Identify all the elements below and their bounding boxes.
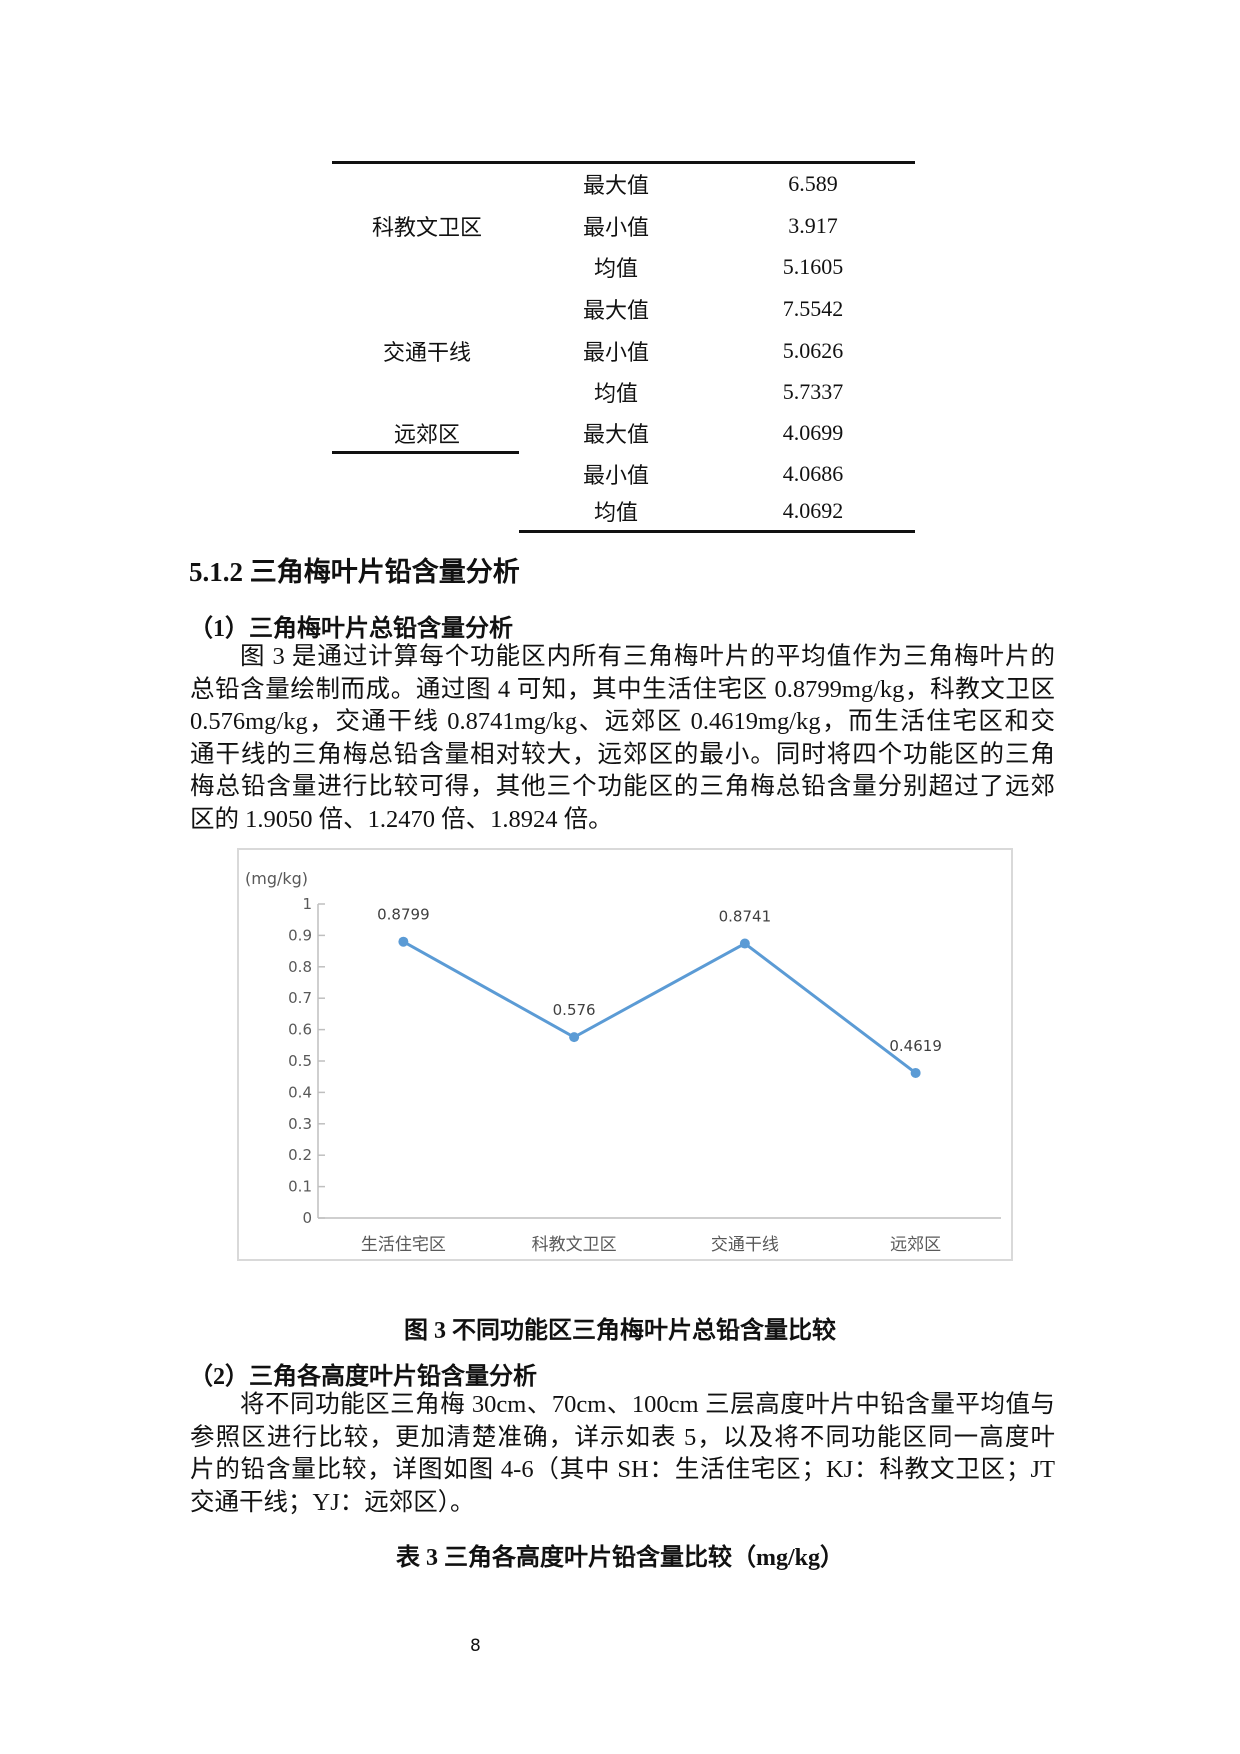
y-tick-label: 0.7: [288, 989, 312, 1007]
paragraph-line: 通干线的三角梅总铅含量相对较大，远郊区的最小。同时将四个功能区的三角: [190, 740, 1055, 768]
paragraph-line: 总铅含量绘制而成。通过图 4 可知，其中生活住宅区 0.8799mg/kg，科教…: [190, 675, 1055, 703]
y-tick-label: 0.8: [288, 958, 312, 976]
y-tick-label: 0.5: [288, 1052, 312, 1070]
table-bottom-rule: [519, 530, 915, 533]
y-tick-label: 0.2: [288, 1146, 312, 1164]
table-stat-label: 最小值: [582, 215, 650, 240]
y-tick-label: 0.6: [288, 1021, 312, 1039]
paragraph-1: 图 3 是通过计算每个功能区内所有三角梅叶片的平均值作为三角梅叶片的 总铅含量绘…: [190, 641, 1055, 837]
table-value: 4.0699: [782, 420, 844, 445]
table-top-rule: [332, 161, 915, 164]
table-group-rule: [332, 451, 519, 454]
paragraph-line: 0.576mg/kg，交通干线 0.8741mg/kg、远郊区 0.4619mg…: [190, 708, 1055, 736]
table-value: 5.0626: [782, 338, 844, 363]
y-tick-label: 0: [302, 1209, 312, 1227]
y-tick-label: 0.3: [288, 1115, 312, 1133]
x-tick-label: 生活住宅区: [361, 1235, 446, 1255]
figure-caption: 图 3 不同功能区三角梅叶片总铅含量比较: [404, 1318, 836, 1344]
data-point: [398, 936, 409, 947]
table-group-label: 交通干线: [382, 340, 472, 365]
paragraph-line: 图 3 是通过计算每个功能区内所有三角梅叶片的平均值作为三角梅叶片的: [240, 643, 1055, 670]
table-stat-label: 最小值: [582, 463, 650, 488]
paragraph-line: 交通干线；YJ：远郊区）。: [190, 1488, 475, 1516]
data-point: [569, 1032, 580, 1043]
x-tick-label: 远郊区: [890, 1235, 941, 1255]
y-tick-label: 0.4: [288, 1083, 312, 1101]
table-stat-label: 均值: [593, 500, 639, 525]
x-tick-label: 交通干线: [711, 1235, 779, 1255]
table-stat-label: 均值: [593, 256, 639, 281]
table-value: 3.917: [788, 213, 838, 238]
data-label: 0.8799: [377, 906, 430, 924]
y-tick-label: 0.1: [288, 1178, 312, 1196]
table-stat-label: 最大值: [582, 298, 650, 323]
x-tick-label: 科教文卫区: [532, 1235, 617, 1255]
paragraph-line: 将不同功能区三角梅 30cm、70cm、100cm 三层高度叶片中铅含量平均值与: [240, 1391, 1055, 1418]
subsection-heading-2: （2）三角各高度叶片铅含量分析: [189, 1364, 537, 1390]
data-label: 0.576: [553, 1001, 596, 1019]
table-caption: 表 3 三角各高度叶片铅含量比较（mg/kg）: [395, 1545, 844, 1571]
section-heading: 5.1.2 三角梅叶片铅含量分析: [189, 557, 520, 587]
data-label: 0.4619: [889, 1037, 942, 1055]
table-group-label: 科教文卫区: [371, 215, 483, 240]
table-stat-label: 最小值: [582, 340, 650, 365]
y-tick-label: 1: [302, 895, 312, 913]
table-value: 5.1605: [782, 254, 844, 279]
table-value: 4.0692: [782, 498, 844, 523]
y-tick-label: 0.9: [288, 926, 312, 944]
paragraph-line: 梅总铅含量进行比较可得，其他三个功能区的三角梅总铅含量分别超过了远郊: [190, 773, 1055, 801]
data-point: [910, 1067, 921, 1078]
line-chart: (mg/kg) 0 0.1 0.2 0.3 0.4 0.5 0.6 0.7 0.8 0.9 1 生活住宅…: [237, 848, 1013, 1261]
table-value: 6.589: [788, 171, 838, 196]
table-group-label: 远郊区: [393, 422, 461, 447]
table-value: 4.0686: [782, 461, 844, 486]
table-value: 7.5542: [782, 296, 844, 321]
data-label: 0.8741: [719, 908, 772, 926]
y-axis-unit-label: (mg/kg): [245, 869, 308, 888]
table-stat-label: 最大值: [582, 422, 650, 447]
table-value: 5.7337: [782, 379, 844, 404]
table-stat-label: 均值: [593, 381, 639, 406]
chart-svg: (mg/kg) 0 0.1 0.2 0.3 0.4 0.5 0.6 0.7 0.8 0.9 1 生活住宅…: [245, 869, 1001, 1255]
page-number: 8: [470, 1636, 481, 1656]
paragraph-line: 参照区进行比较，更加清楚准确，详示如表 5，以及将不同功能区同一高度叶: [190, 1423, 1055, 1451]
paragraph-2: 将不同功能区三角梅 30cm、70cm、100cm 三层高度叶片中铅含量平均值与…: [190, 1389, 1055, 1519]
series-line: [402, 940, 917, 1075]
paragraph-line: 片的铅含量比较，详图如图 4-6（其中 SH：生活住宅区；KJ：科教文卫区；JT: [190, 1456, 1055, 1484]
subsection-heading-1: （1）三角梅叶片总铅含量分析: [189, 616, 513, 642]
data-point: [739, 938, 750, 949]
paragraph-line: 区的 1.9050 倍、1.2470 倍、1.8924 倍。: [190, 805, 613, 833]
table-stat-label: 最大值: [582, 173, 650, 198]
